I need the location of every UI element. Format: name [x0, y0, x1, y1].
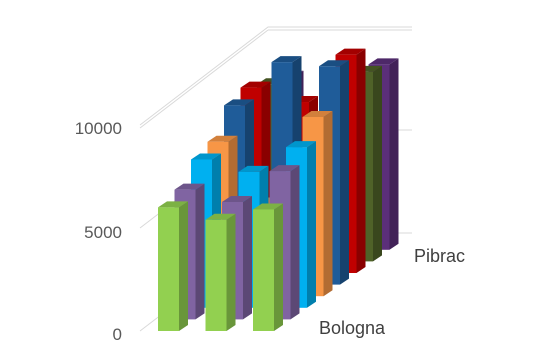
bar-series-1-slot-1: [158, 201, 188, 331]
bar-top-face: [253, 203, 283, 210]
bar-side-face: [340, 60, 349, 285]
bar-side-face: [307, 141, 316, 308]
bar-top-face: [335, 48, 366, 55]
bar-side-face: [195, 183, 205, 320]
bar-side-face: [179, 201, 188, 331]
y-axis: 0 5000 10000: [75, 119, 122, 344]
bar-top-face: [271, 56, 302, 63]
bar-top-face: [158, 201, 188, 208]
bar-side-face: [373, 65, 382, 262]
bar-side-face: [226, 213, 236, 331]
bar-side-face: [389, 58, 399, 250]
bar-series-1-slot-3: [253, 203, 283, 331]
bar-top-face: [240, 81, 271, 88]
bar-top-face: [238, 165, 269, 172]
category-label-bologna: Bologna: [319, 318, 386, 338]
bar-front-face: [253, 209, 274, 331]
chart-walls: [139, 29, 412, 129]
bar-series-1-slot-2: [205, 213, 236, 331]
bar-top-face: [319, 60, 349, 67]
bar-side-face: [290, 165, 300, 320]
category-axis: Pibrac Bologna: [319, 246, 465, 338]
wall-left-top-edge: [139, 29, 269, 129]
bar-side-face: [274, 203, 283, 331]
bar-top-face: [302, 110, 333, 117]
bar-top-face: [191, 153, 221, 160]
bar-top-face: [224, 99, 254, 106]
category-label-pibrac: Pibrac: [414, 246, 465, 266]
bars: [158, 48, 399, 331]
gridline-10000: [139, 26, 412, 126]
bar-side-face: [323, 110, 333, 297]
bar-top-face: [205, 213, 236, 220]
bar-front-face: [158, 207, 179, 331]
bar-top-face: [368, 58, 399, 65]
bar-top-face: [174, 183, 205, 190]
bar-top-face: [286, 141, 316, 148]
bar-side-face: [356, 48, 366, 273]
y-tick-label-10000: 10000: [75, 119, 122, 138]
bar-top-face: [207, 135, 238, 142]
bar-front-face: [205, 219, 227, 331]
y-tick-label-5000: 5000: [84, 223, 122, 242]
y-tick-label-0: 0: [113, 325, 122, 344]
bar-top-face: [269, 165, 300, 172]
bar-side-face: [243, 195, 252, 320]
bar-top-face: [222, 195, 252, 202]
